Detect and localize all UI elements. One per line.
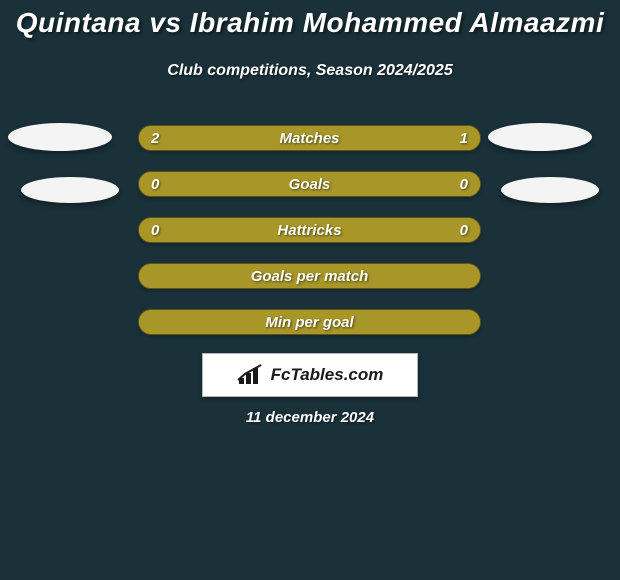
- page-subtitle: Club competitions, Season 2024/2025: [0, 62, 620, 80]
- stat-label: Matches: [139, 126, 480, 150]
- stat-row: Min per goal: [138, 309, 481, 335]
- team-badge: [21, 177, 119, 203]
- source-logo: FcTables.com: [202, 353, 418, 397]
- stat-label: Goals: [139, 172, 480, 196]
- team-badge: [8, 123, 112, 151]
- infographic-date: 11 december 2024: [0, 409, 620, 426]
- team-badge: [501, 177, 599, 203]
- infographic-root: Quintana vs Ibrahim Mohammed Almaazmi Cl…: [0, 0, 620, 580]
- stat-row: Goals per match: [138, 263, 481, 289]
- stat-row: 00Hattricks: [138, 217, 481, 243]
- stats-container: 21Matches 00Goals 00Hattricks Goals per mat…: [138, 125, 481, 355]
- team-badge: [488, 123, 592, 151]
- stat-label: Hattricks: [139, 218, 480, 242]
- stat-row: 21Matches: [138, 125, 481, 151]
- stat-row: 00Goals: [138, 171, 481, 197]
- source-logo-text: FcTables.com: [271, 365, 384, 385]
- page-title: Quintana vs Ibrahim Mohammed Almaazmi: [0, 7, 620, 39]
- bar-chart-icon: [237, 364, 265, 386]
- stat-label: Min per goal: [139, 310, 480, 334]
- stat-label: Goals per match: [139, 264, 480, 288]
